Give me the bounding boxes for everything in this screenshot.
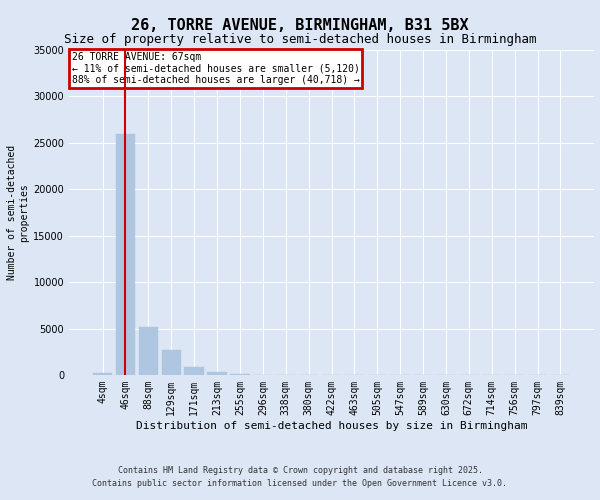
Text: 26 TORRE AVENUE: 67sqm
← 11% of semi-detached houses are smaller (5,120)
88% of : 26 TORRE AVENUE: 67sqm ← 11% of semi-det… bbox=[71, 52, 359, 85]
Bar bbox=[161, 350, 181, 375]
Bar bbox=[230, 374, 250, 375]
Y-axis label: Number of semi-detached
properties: Number of semi-detached properties bbox=[7, 145, 29, 280]
Bar bbox=[139, 326, 158, 375]
Bar bbox=[184, 366, 204, 375]
Bar bbox=[93, 373, 112, 375]
Bar bbox=[116, 134, 135, 375]
X-axis label: Distribution of semi-detached houses by size in Birmingham: Distribution of semi-detached houses by … bbox=[136, 420, 527, 430]
Text: Size of property relative to semi-detached houses in Birmingham: Size of property relative to semi-detach… bbox=[64, 32, 536, 46]
Text: Contains HM Land Registry data © Crown copyright and database right 2025.
Contai: Contains HM Land Registry data © Crown c… bbox=[92, 466, 508, 487]
Text: 26, TORRE AVENUE, BIRMINGHAM, B31 5BX: 26, TORRE AVENUE, BIRMINGHAM, B31 5BX bbox=[131, 18, 469, 32]
Bar bbox=[208, 372, 227, 375]
